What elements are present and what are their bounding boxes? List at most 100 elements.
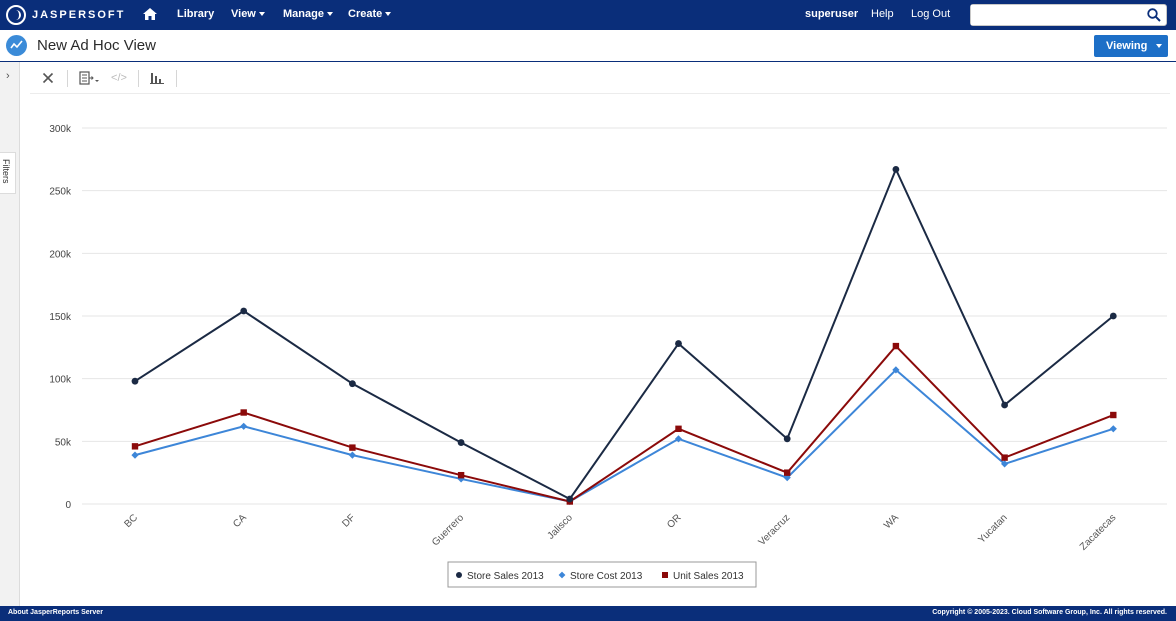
y-tick-label: 50k (55, 437, 72, 448)
series-line (134, 166, 1114, 501)
export-button[interactable] (78, 69, 102, 87)
x-tick-label: Guerrero (430, 512, 466, 548)
chevron-down-icon (258, 12, 265, 17)
legend-marker (662, 572, 668, 578)
y-tick-label: 200k (49, 249, 72, 260)
x-tick-label: CA (231, 512, 249, 530)
adhoc-toolbar: </> (30, 64, 1170, 94)
data-point (349, 380, 356, 388)
data-point (131, 443, 139, 450)
nav-create-label: Create (348, 8, 383, 20)
nav-manage-menu[interactable]: Manage (283, 8, 333, 20)
data-point (784, 469, 791, 476)
y-tick-label: 100k (49, 375, 72, 386)
nav-view-label: View (231, 8, 256, 20)
y-tick-label: 250k (49, 187, 72, 198)
line-chart: 0 50k 100k 150k 200k 250k 300k BC CA DF Guerrero Ja… (49, 124, 1167, 588)
legend-marker (456, 572, 462, 578)
data-point (131, 451, 139, 459)
chevron-right-icon[interactable]: › (6, 70, 10, 82)
data-point (892, 342, 900, 350)
filters-tab[interactable]: Filters (0, 152, 16, 194)
close-button[interactable] (40, 69, 56, 87)
view-title-bar: New Ad Hoc View (0, 30, 1176, 62)
chart-legend: Store Sales 2013 Store Cost 2013 Unit Sale… (447, 561, 757, 588)
x-tick-label: Jalisco (546, 512, 576, 542)
search-icon[interactable] (1147, 8, 1161, 22)
jaspersoft-logo[interactable]: JASPERSOFT (6, 4, 125, 26)
search-input[interactable] (971, 5, 1141, 25)
nav-manage-label: Manage (283, 8, 324, 20)
data-point (783, 474, 791, 482)
filters-panel: › Filters (0, 62, 20, 606)
y-tick-label: 300k (49, 124, 72, 135)
data-point (457, 439, 465, 446)
legend-label: Store Sales 2013 (467, 571, 544, 582)
legend-box (447, 561, 757, 588)
data-point (675, 340, 682, 347)
chart-type-button[interactable] (148, 69, 166, 87)
toolbar-divider (67, 70, 68, 87)
series-line (134, 344, 1114, 503)
data-point (675, 425, 682, 432)
filters-tab-label: Filters (1, 159, 11, 184)
data-point (240, 307, 248, 315)
data-point (1109, 425, 1117, 433)
data-point (349, 444, 356, 451)
data-point (674, 435, 683, 443)
logo-text: JASPERSOFT (32, 9, 126, 21)
x-tick-label: BC (123, 512, 141, 530)
nav-library[interactable]: Library (177, 8, 215, 20)
x-tick-label: Yucatan (976, 512, 1009, 545)
code-icon: </> (111, 72, 127, 84)
toolbar-divider (176, 70, 177, 87)
top-nav-bar: JASPERSOFT Library View Manage Create su… (0, 0, 1176, 30)
x-tick-label: DF (340, 512, 357, 529)
search-box (970, 4, 1167, 26)
bar-chart-icon (150, 73, 164, 84)
adhoc-view-icon (6, 35, 27, 56)
data-point (240, 409, 247, 416)
export-icon (79, 71, 99, 85)
data-point (457, 471, 465, 479)
chevron-down-icon (1156, 44, 1163, 49)
data-point (1001, 454, 1008, 461)
chart-area: 0 50k 100k 150k 200k 250k 300k BC CA DF Guerrero Ja… (22, 95, 1176, 605)
y-tick-label: 0 (65, 500, 71, 511)
page-title: New Ad Hoc View (37, 37, 156, 54)
viewing-label: Viewing (1106, 40, 1148, 52)
logo-icon (6, 5, 26, 25)
data-point (1001, 460, 1009, 468)
y-tick-label: 150k (49, 312, 72, 323)
data-point (348, 451, 356, 459)
data-point (240, 422, 248, 430)
x-tick-label: Veracruz (757, 512, 793, 548)
series-line (134, 368, 1114, 503)
data-point (566, 495, 574, 503)
data-point (1001, 401, 1008, 409)
close-icon (42, 72, 54, 84)
code-view-button[interactable]: </> (110, 69, 128, 87)
data-point (783, 435, 791, 443)
copyright-text: Copyright © 2005-2023. Cloud Software Gr… (932, 609, 1167, 616)
data-point (1110, 411, 1117, 419)
x-tick-label: OR (665, 512, 683, 530)
nav-create-menu[interactable]: Create (348, 8, 392, 20)
x-tick-label: WA (882, 512, 901, 531)
data-point (457, 475, 465, 483)
help-link[interactable]: Help (871, 8, 894, 20)
user-name[interactable]: superuser (805, 8, 859, 20)
legend-marker (558, 571, 566, 579)
data-point (131, 377, 139, 385)
x-tick-label: Zacatecas (1078, 512, 1118, 552)
footer-bar: About JasperReports Server Copyright © 2… (0, 606, 1176, 621)
viewing-mode-button[interactable]: Viewing (1094, 35, 1168, 57)
about-link[interactable]: About JasperReports Server (8, 609, 103, 616)
toolbar-divider (138, 70, 139, 87)
nav-view-menu[interactable]: View (231, 8, 265, 20)
home-icon[interactable] (143, 8, 157, 20)
chevron-down-icon (326, 12, 333, 17)
logout-link[interactable]: Log Out (911, 8, 951, 20)
data-point (892, 366, 900, 374)
data-point (892, 165, 900, 173)
